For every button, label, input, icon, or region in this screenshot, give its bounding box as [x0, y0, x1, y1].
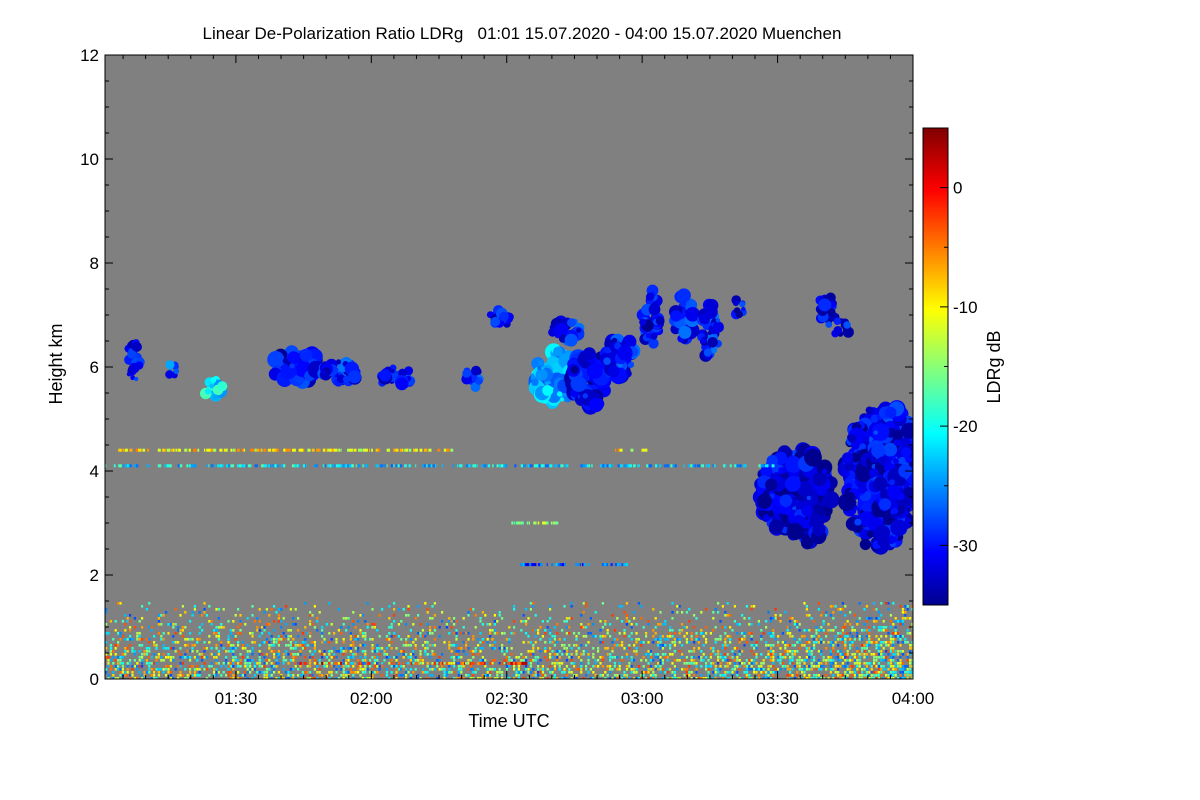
x-tick-label: 03:00	[621, 689, 664, 708]
layer-4-4km	[118, 448, 454, 452]
midlevel-cloud-1	[124, 339, 145, 382]
x-tick-label: 04:00	[892, 689, 935, 708]
colorbar	[922, 127, 949, 606]
y-tick-label: 12	[80, 46, 99, 65]
midlevel-cloud-13	[636, 284, 665, 349]
y-axis-label: Height km	[46, 323, 66, 404]
chart-title: Linear De-Polarization Ratio LDRg 01:01 …	[203, 24, 842, 43]
boundary-layer-noise	[105, 602, 913, 679]
x-tick-label: 03:30	[756, 689, 799, 708]
x-tick-label: 02:00	[350, 689, 393, 708]
plot-background	[105, 55, 913, 679]
y-tick-label: 2	[90, 566, 99, 585]
midlevel-cloud-5	[317, 357, 362, 387]
x-tick-label: 02:30	[485, 689, 528, 708]
midlevel-cloud-15	[697, 298, 724, 362]
plot-area	[105, 284, 913, 679]
midlevel-cloud-16	[730, 295, 747, 320]
y-tick-label: 6	[90, 358, 99, 377]
colorbar-label: LDRg dB	[984, 330, 1004, 403]
y-axis: 0 2 4 6 8 10 12	[80, 46, 913, 689]
midlevel-cloud-11	[548, 315, 585, 347]
midlevel-cloud-10	[486, 305, 514, 328]
midlevel-cloud-9	[564, 347, 616, 415]
colorbar-tick-label: -10	[953, 298, 978, 317]
midlevel-cloud-2	[165, 360, 180, 379]
midlevel-cloud-6	[377, 364, 416, 391]
midlevel-cloud-17	[815, 292, 840, 328]
colorbar-tick-label: -20	[953, 417, 978, 436]
lower-cloud-2	[786, 504, 829, 550]
layer-4-4km-b	[615, 448, 648, 452]
midlevel-cloud-7	[461, 365, 484, 392]
midlevel-cloud-14	[669, 288, 700, 345]
x-axis: 01:30 02:00 02:30 03:00 03:30 04:00	[122, 55, 935, 708]
layer-2-2km	[520, 563, 628, 567]
colorbar-tick-label: -30	[953, 536, 978, 555]
layer-3-0km	[511, 521, 559, 525]
midlevel-cloud-3	[200, 376, 228, 402]
lower-cloud-4	[866, 400, 913, 516]
x-axis-label: Time UTC	[468, 711, 549, 731]
y-tick-label: 4	[90, 462, 99, 481]
colorbar-axis: 0 -10 -20 -30	[940, 127, 978, 606]
y-tick-label: 10	[80, 150, 99, 169]
y-tick-label: 8	[90, 254, 99, 273]
x-tick-label: 01:30	[215, 689, 258, 708]
y-tick-label: 0	[90, 670, 99, 689]
midlevel-cloud-12	[599, 333, 641, 385]
midlevel-cloud-18	[831, 317, 854, 338]
layer-4-1km	[105, 464, 775, 468]
colorbar-tick-label: 0	[953, 179, 962, 198]
